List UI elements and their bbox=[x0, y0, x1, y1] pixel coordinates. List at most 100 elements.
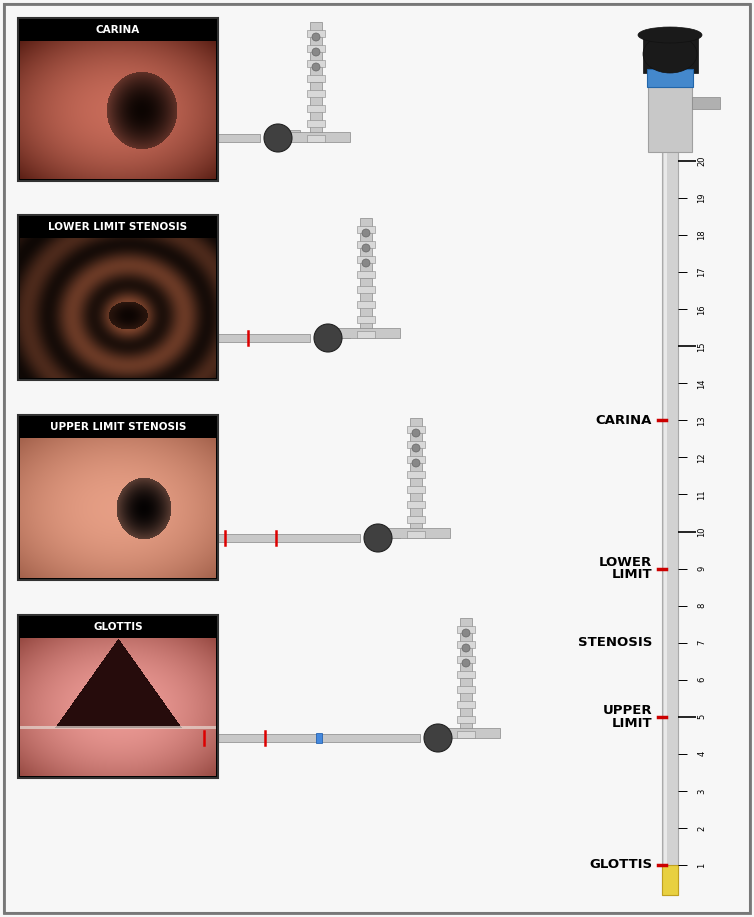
Bar bbox=[18, 18, 218, 181]
Ellipse shape bbox=[412, 444, 420, 452]
Bar bbox=[664, 115, 667, 895]
Text: 11: 11 bbox=[697, 490, 706, 500]
Bar bbox=[368, 530, 400, 538]
Text: 16: 16 bbox=[697, 304, 706, 315]
Bar bbox=[330, 328, 400, 338]
Text: 7: 7 bbox=[697, 640, 706, 646]
Bar bbox=[692, 97, 720, 109]
Bar bbox=[60, 534, 360, 542]
Ellipse shape bbox=[638, 27, 702, 43]
Ellipse shape bbox=[462, 659, 470, 667]
Bar bbox=[380, 528, 450, 538]
Bar bbox=[307, 90, 325, 97]
Bar bbox=[410, 418, 422, 478]
Ellipse shape bbox=[314, 324, 342, 352]
Bar bbox=[307, 105, 325, 112]
Bar bbox=[18, 415, 218, 580]
Bar bbox=[357, 331, 375, 338]
Bar bbox=[662, 115, 678, 895]
Bar bbox=[407, 426, 425, 433]
Text: LOWER
LIMIT: LOWER LIMIT bbox=[599, 556, 652, 581]
Ellipse shape bbox=[362, 244, 370, 252]
Bar bbox=[407, 516, 425, 523]
Bar bbox=[460, 618, 472, 678]
Ellipse shape bbox=[412, 429, 420, 437]
Ellipse shape bbox=[312, 33, 320, 41]
Text: GLOTTIS: GLOTTIS bbox=[93, 622, 143, 632]
Bar bbox=[357, 256, 375, 263]
Text: 3: 3 bbox=[697, 789, 706, 793]
Bar bbox=[647, 69, 693, 87]
Bar bbox=[407, 486, 425, 493]
Bar bbox=[407, 441, 425, 448]
Bar bbox=[280, 132, 350, 142]
Bar bbox=[19, 216, 217, 238]
Bar bbox=[357, 271, 375, 278]
Text: 15: 15 bbox=[697, 341, 706, 351]
Bar bbox=[60, 134, 80, 142]
Bar bbox=[457, 731, 475, 738]
Bar bbox=[360, 278, 372, 333]
Ellipse shape bbox=[364, 524, 392, 552]
Bar bbox=[360, 218, 372, 278]
Text: UPPER LIMIT STENOSIS: UPPER LIMIT STENOSIS bbox=[50, 422, 186, 432]
Bar bbox=[407, 501, 425, 508]
Bar bbox=[407, 456, 425, 463]
Bar bbox=[357, 226, 375, 233]
Text: 5: 5 bbox=[697, 714, 706, 720]
Bar bbox=[430, 728, 500, 738]
Bar bbox=[307, 120, 325, 127]
Bar bbox=[678, 156, 743, 870]
Bar bbox=[307, 135, 325, 142]
Ellipse shape bbox=[462, 644, 470, 652]
Text: 6: 6 bbox=[697, 677, 706, 682]
Bar bbox=[318, 330, 350, 338]
Text: 20: 20 bbox=[697, 156, 706, 166]
Bar bbox=[410, 478, 422, 533]
Ellipse shape bbox=[462, 629, 470, 637]
Text: 19: 19 bbox=[697, 193, 706, 204]
Text: 10: 10 bbox=[697, 526, 706, 536]
Ellipse shape bbox=[643, 35, 697, 73]
Bar bbox=[310, 22, 322, 82]
Text: 4: 4 bbox=[697, 751, 706, 757]
Text: 8: 8 bbox=[697, 603, 706, 608]
Bar bbox=[457, 641, 475, 648]
Bar bbox=[457, 686, 475, 693]
Bar bbox=[18, 615, 218, 778]
Text: LOWER LIMIT STENOSIS: LOWER LIMIT STENOSIS bbox=[48, 222, 188, 232]
Bar bbox=[407, 471, 425, 478]
Text: 14: 14 bbox=[697, 378, 706, 389]
Bar bbox=[307, 75, 325, 82]
Bar bbox=[357, 241, 375, 248]
Text: 9: 9 bbox=[697, 566, 706, 571]
Ellipse shape bbox=[424, 724, 452, 752]
Ellipse shape bbox=[264, 124, 292, 152]
Bar bbox=[643, 35, 698, 73]
Bar bbox=[60, 134, 260, 142]
Bar bbox=[407, 531, 425, 538]
Bar bbox=[648, 87, 692, 152]
Text: CARINA: CARINA bbox=[596, 414, 652, 427]
Bar bbox=[457, 716, 475, 723]
Bar bbox=[307, 60, 325, 67]
Bar bbox=[662, 865, 678, 895]
Text: 2: 2 bbox=[697, 825, 706, 831]
Bar bbox=[18, 215, 218, 380]
Bar bbox=[60, 334, 80, 342]
Bar bbox=[60, 734, 420, 742]
Bar bbox=[307, 30, 325, 37]
Bar bbox=[357, 301, 375, 308]
Bar bbox=[19, 416, 217, 438]
Bar bbox=[316, 733, 322, 743]
Ellipse shape bbox=[362, 229, 370, 237]
Bar bbox=[60, 534, 80, 542]
Text: GLOTTIS: GLOTTIS bbox=[589, 858, 652, 871]
Text: 13: 13 bbox=[697, 415, 706, 425]
Ellipse shape bbox=[312, 63, 320, 71]
Text: STENOSIS: STENOSIS bbox=[578, 636, 652, 649]
Bar bbox=[268, 130, 300, 138]
Bar bbox=[428, 730, 450, 738]
Bar bbox=[460, 678, 472, 733]
Text: 18: 18 bbox=[697, 230, 706, 240]
